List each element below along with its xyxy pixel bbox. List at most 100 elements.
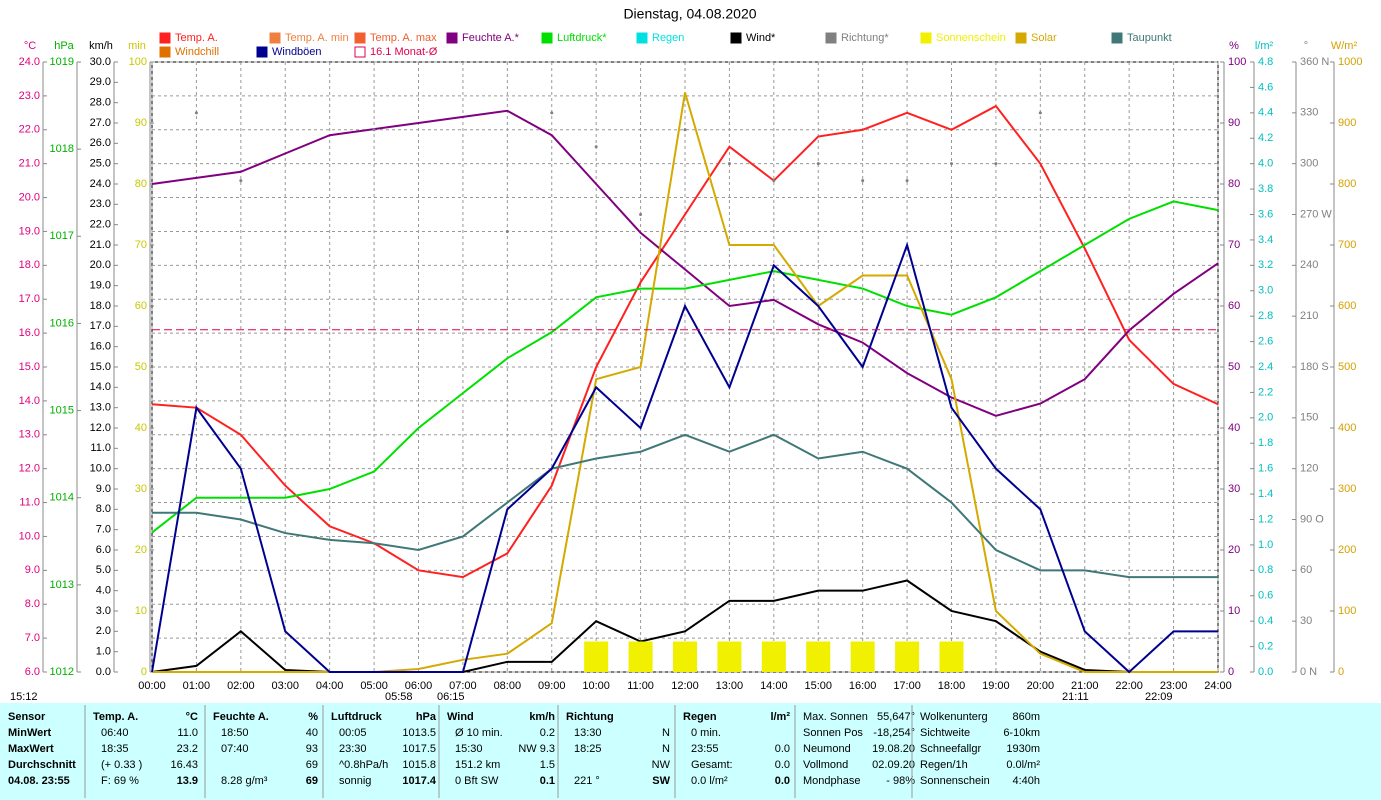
cell-text: 23:30 [339,743,367,755]
y-tick-label: 1015 [50,404,74,416]
x-tick-label: 00:00 [138,680,166,692]
cell-value: 16.43 [170,759,198,771]
row-label: MinWert [8,727,52,739]
legend-swatch [920,32,932,44]
cell-value: 11.0 [177,727,198,739]
y-tick-label: 14.0 [19,395,40,407]
cell-value: SW [652,775,670,787]
direction-dot [772,179,776,183]
cell-text: Sonnenschein [920,775,990,787]
sun-time: 21:11 [1062,691,1089,703]
y-tick-label: 6.0 [96,544,111,556]
direction-dot [816,162,820,166]
sunshine-bar [761,641,786,672]
x-tick-label: 04:00 [316,680,344,692]
y-tick-label: 18.0 [19,259,40,271]
y-tick-label: 500 [1338,361,1356,373]
cell-value: 69 [306,759,318,771]
legend-swatch [354,32,366,44]
y-tick-label: 23.0 [90,198,111,210]
y-tick-label: 150 [1300,412,1318,424]
y-tick-label: 24.0 [90,178,111,190]
y-tick-label: 200 [1338,544,1356,556]
y-tick-label: 0.8 [1258,564,1273,576]
cell-text: (+ 0.33 ) [101,759,142,771]
cell-text: Max. Sonnen [803,711,868,723]
y-tick-label: 30 [1228,483,1240,495]
cell-text: 151.2 km [455,759,500,771]
table-background [0,703,1381,800]
cell-value: 93 [306,743,318,755]
x-tick-label: 14:00 [760,680,788,692]
legend-label: Temp. A. min [285,32,349,44]
y-tick-label: 1.6 [1258,463,1273,475]
cell-text: 221 ° [574,775,600,787]
cell-text: sonnig [339,775,371,787]
legend-label: Richtung* [841,32,889,44]
cell-text: 18:50 [221,727,249,739]
y-tick-label: 1.0 [96,646,111,658]
y-tick-label: 9.0 [96,483,111,495]
y-tick-label: 15.0 [19,361,40,373]
cell-text: 18:25 [574,743,602,755]
cell-value: NW 9.3 [518,743,555,755]
y-tick-label: 1013 [50,579,74,591]
direction-dot [905,179,909,183]
section-unit: l/m² [770,711,790,723]
y-tick-label: 4.6 [1258,81,1273,93]
y-tick-label: 60 [1228,300,1240,312]
y-tick-label: 3.0 [1258,285,1273,297]
axis-unit: °C [24,40,36,52]
series-line [152,433,1218,579]
y-tick-label: 14.0 [90,381,111,393]
x-tick-label: 10:00 [582,680,610,692]
cell-value: 1013.5 [402,727,436,739]
y-tick-label: 22.0 [19,124,40,136]
chart-title: Dienstag, 04.08.2020 [623,6,756,22]
y-tick-label: 25.0 [90,158,111,170]
axis-unit: min [128,40,146,52]
y-tick-label: 16.0 [19,327,40,339]
y-tick-label: 13.0 [90,402,111,414]
y-tick-label: 1016 [50,317,74,329]
y-tick-label: 20.0 [90,259,111,271]
y-tick-label: 60 [135,300,147,312]
y-tick-label: 300 [1300,158,1318,170]
legend-swatch [730,32,742,44]
direction-dot [194,111,198,115]
y-tick-label: 800 [1338,178,1356,190]
x-tick-label: 23:00 [1160,680,1188,692]
axis-unit: km/h [89,40,113,52]
y-tick-label: 11.0 [19,496,40,508]
y-tick-label: 10 [1228,605,1240,617]
cell-text: 00:05 [339,727,367,739]
y-tick-label: 70 [1228,239,1240,251]
y-tick-label: 180 S [1300,361,1329,373]
y-tick-label: 8.0 [25,598,40,610]
y-tick-label: 1000 [1338,56,1362,68]
direction-dot [239,179,243,183]
y-tick-label: 20 [1228,544,1240,556]
cell-value: 69 [306,775,318,787]
y-tick-label: 90 [135,117,147,129]
y-tick-label: 2.4 [1258,361,1273,373]
row-label: Sensor [8,711,46,723]
series-line [151,241,1218,674]
y-tick-label: 11.0 [90,442,111,454]
y-tick-label: 16.0 [90,341,111,353]
y-tick-label: 80 [1228,178,1240,190]
y-tick-label: 0.0 [96,666,111,678]
y-tick-label: 10.0 [90,463,111,475]
cell-text: 13:30 [574,727,602,739]
legend-swatch [269,32,281,44]
y-tick-label: 270 W [1300,208,1332,220]
series-line [151,200,1219,534]
y-tick-label: 5.0 [96,564,111,576]
x-tick-label: 24:00 [1204,680,1232,692]
section-title: Wind [447,711,474,723]
y-tick-label: 13.0 [19,429,40,441]
direction-dot [639,213,643,216]
cell-value: NW [652,759,671,771]
cell-text: 07:40 [221,743,249,755]
direction-dot [594,145,598,149]
